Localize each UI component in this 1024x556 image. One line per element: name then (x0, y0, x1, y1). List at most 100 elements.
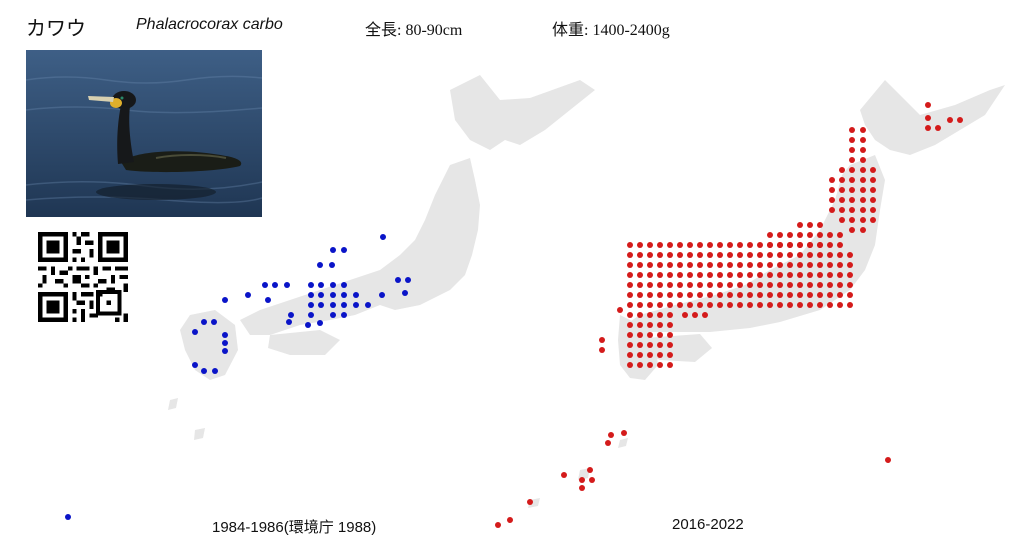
occurrence-dot (647, 342, 653, 348)
occurrence-dot (697, 302, 703, 308)
occurrence-dot (847, 272, 853, 278)
occurrence-dot (837, 272, 843, 278)
occurrence-dot (839, 187, 845, 193)
occurrence-dot (737, 272, 743, 278)
occurrence-dot (847, 302, 853, 308)
occurrence-dot (637, 342, 643, 348)
occurrence-dot (637, 282, 643, 288)
occurrence-dot (860, 197, 866, 203)
map-caption-right: 2016-2022 (672, 516, 744, 533)
occurrence-dot (608, 432, 614, 438)
occurrence-dot (849, 157, 855, 163)
occurrence-dot (637, 352, 643, 358)
occurrence-dot (707, 292, 713, 298)
occurrence-dot (787, 242, 793, 248)
occurrence-dot (657, 272, 663, 278)
occurrence-dot (807, 272, 813, 278)
occurrence-dot (847, 252, 853, 258)
occurrence-dot (621, 430, 627, 436)
occurrence-dot (870, 167, 876, 173)
occurrence-dot (817, 222, 823, 228)
occurrence-dot (777, 262, 783, 268)
occurrence-dot (627, 272, 633, 278)
occurrence-dot (767, 252, 773, 258)
occurrence-dot (870, 177, 876, 183)
occurrence-dot (807, 252, 813, 258)
occurrence-dot (837, 252, 843, 258)
occurrence-dot (767, 272, 773, 278)
occurrence-dot (677, 282, 683, 288)
occurrence-dot (839, 197, 845, 203)
occurrence-dot (687, 262, 693, 268)
occurrence-dot (817, 262, 823, 268)
occurrence-dot (647, 282, 653, 288)
occurrence-dot (647, 362, 653, 368)
occurrence-dot (870, 207, 876, 213)
occurrence-dot (717, 242, 723, 248)
bird-photo (26, 50, 262, 217)
occurrence-dot (697, 242, 703, 248)
occurrence-dot (677, 292, 683, 298)
occurrence-dot (925, 115, 931, 121)
occurrence-dot (817, 292, 823, 298)
occurrence-dot (707, 282, 713, 288)
occurrence-dot (849, 147, 855, 153)
occurrence-dot (827, 242, 833, 248)
occurrence-dot (925, 102, 931, 108)
occurrence-dot (849, 167, 855, 173)
occurrence-dot (667, 252, 673, 258)
occurrence-dot (747, 302, 753, 308)
occurrence-dot (757, 272, 763, 278)
occurrence-dot (657, 332, 663, 338)
occurrence-dot (677, 252, 683, 258)
occurrence-dot (697, 282, 703, 288)
occurrence-dot (827, 272, 833, 278)
occurrence-dot (787, 232, 793, 238)
occurrence-dot (797, 242, 803, 248)
qr-code-icon[interactable] (38, 232, 128, 322)
occurrence-dot (657, 312, 663, 318)
occurrence-dot (767, 262, 773, 268)
occurrence-dot (870, 217, 876, 223)
occurrence-dot (807, 302, 813, 308)
distribution-map-1984 (168, 75, 595, 440)
occurrence-dot (657, 242, 663, 248)
occurrence-dot (860, 127, 866, 133)
occurrence-dot (787, 252, 793, 258)
occurrence-dot (667, 242, 673, 248)
occurrence-dot (847, 282, 853, 288)
scientific-name: Phalacrocorax carbo (136, 16, 283, 33)
occurrence-dot (777, 292, 783, 298)
occurrence-dot (860, 187, 866, 193)
occurrence-dot (860, 137, 866, 143)
occurrence-dot (627, 262, 633, 268)
occurrence-dot (657, 282, 663, 288)
occurrence-dot (627, 352, 633, 358)
occurrence-dot (697, 292, 703, 298)
occurrence-dot (860, 217, 866, 223)
occurrence-dot (727, 272, 733, 278)
occurrence-dot (797, 252, 803, 258)
occurrence-dot (637, 262, 643, 268)
occurrence-dot (807, 242, 813, 248)
occurrence-dot (827, 282, 833, 288)
occurrence-dot (647, 302, 653, 308)
occurrence-dot (849, 227, 855, 233)
occurrence-dot (697, 262, 703, 268)
occurrence-dot (885, 457, 891, 463)
occurrence-dot (687, 272, 693, 278)
occurrence-dot (767, 302, 773, 308)
occurrence-dot (727, 292, 733, 298)
occurrence-dot (837, 292, 843, 298)
occurrence-dot (737, 252, 743, 258)
occurrence-dot (657, 342, 663, 348)
occurrence-dot (737, 302, 743, 308)
occurrence-dot (849, 217, 855, 223)
occurrence-dot (707, 272, 713, 278)
remote-island-dot (65, 514, 71, 520)
occurrence-dot (837, 262, 843, 268)
occurrence-dot (839, 167, 845, 173)
occurrence-dot (817, 252, 823, 258)
map-caption-left: 1984-1986(環境庁 1988) (212, 519, 377, 536)
occurrence-dot (637, 322, 643, 328)
